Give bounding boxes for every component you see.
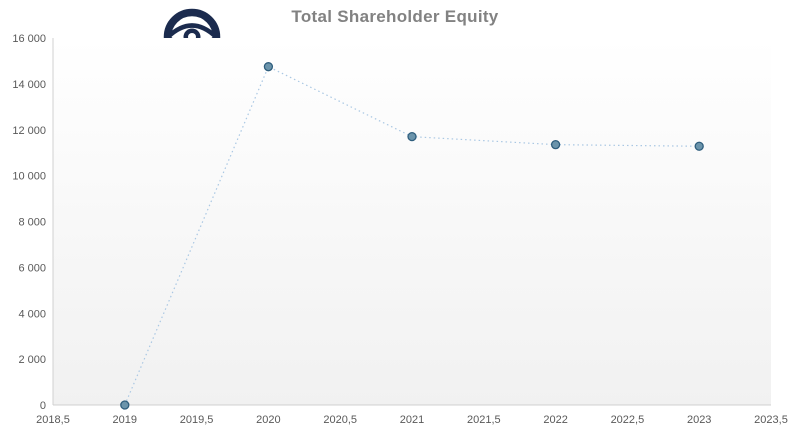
y-tick-label: 14 000: [12, 79, 46, 91]
x-tick-label: 2020: [256, 414, 280, 426]
y-tick-label: 12 000: [12, 125, 46, 137]
y-tick-label: 8 000: [18, 217, 46, 229]
data-point-marker: [120, 400, 130, 410]
data-point-marker: [263, 62, 274, 72]
x-tick-label: 2019,5: [180, 414, 214, 426]
y-tick-label: 4 000: [18, 308, 46, 320]
x-tick-label: 2018,5: [36, 414, 70, 426]
x-tick-label: 2021,5: [467, 414, 501, 426]
plot-area: [53, 38, 771, 405]
x-tick-label: 2019: [113, 414, 137, 426]
y-tick-label: 2 000: [18, 354, 46, 366]
x-tick-label: 2023: [687, 414, 711, 426]
x-tick-label: 2021: [400, 414, 424, 426]
y-tick-label: 0: [40, 400, 46, 412]
y-tick-label: 6 000: [18, 262, 46, 274]
y-tick-label: 10 000: [12, 171, 46, 183]
chart-title: Total Shareholder Equity: [291, 7, 499, 26]
x-tick-label: 2023,5: [754, 414, 788, 426]
data-point-marker: [694, 141, 704, 151]
x-tick-label: 2022,5: [611, 414, 645, 426]
x-tick-label: 2020,5: [323, 414, 357, 426]
data-point-marker: [550, 140, 561, 150]
data-point-marker: [407, 131, 417, 142]
x-tick-label: 2022: [543, 414, 567, 426]
y-tick-label: 16 000: [12, 33, 46, 45]
